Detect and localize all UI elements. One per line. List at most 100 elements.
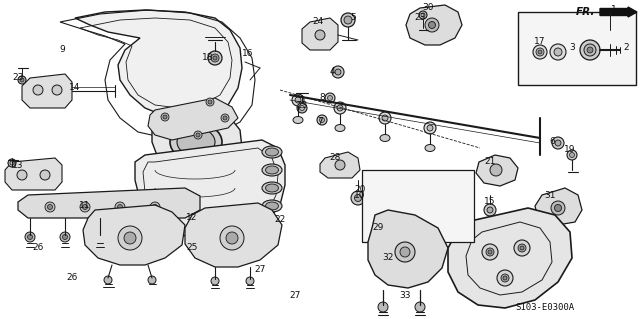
Text: 19: 19 [564, 145, 576, 154]
Bar [518, 12, 636, 85]
Circle shape [335, 160, 345, 170]
Circle shape [28, 234, 33, 240]
Circle shape [148, 276, 156, 284]
Polygon shape [75, 10, 242, 118]
Polygon shape [302, 18, 338, 50]
Text: 23: 23 [12, 73, 24, 83]
Circle shape [518, 244, 526, 252]
Circle shape [196, 133, 200, 137]
Text: 27: 27 [254, 265, 266, 275]
Circle shape [538, 50, 542, 54]
Circle shape [95, 232, 105, 242]
Circle shape [163, 115, 167, 119]
Circle shape [429, 21, 435, 28]
Text: 4: 4 [329, 68, 335, 77]
Text: FR.: FR. [575, 7, 595, 17]
Circle shape [520, 246, 524, 250]
Circle shape [482, 244, 498, 260]
Text: 17: 17 [534, 38, 546, 47]
Ellipse shape [266, 166, 278, 174]
Polygon shape [18, 188, 200, 218]
Polygon shape [185, 203, 282, 267]
Circle shape [8, 159, 16, 167]
Polygon shape [406, 5, 462, 45]
Circle shape [52, 85, 62, 95]
Circle shape [63, 234, 67, 240]
Text: 2: 2 [623, 43, 629, 53]
Circle shape [497, 270, 513, 286]
Text: 5: 5 [350, 13, 356, 23]
Text: 31: 31 [544, 190, 556, 199]
Circle shape [570, 152, 575, 158]
Circle shape [488, 250, 492, 254]
Ellipse shape [262, 146, 282, 158]
Circle shape [45, 202, 55, 212]
Polygon shape [448, 208, 572, 308]
Circle shape [584, 44, 596, 56]
Circle shape [550, 44, 566, 60]
Circle shape [317, 115, 327, 125]
Circle shape [382, 115, 388, 121]
Circle shape [161, 113, 169, 121]
Circle shape [20, 78, 24, 82]
Ellipse shape [293, 116, 303, 123]
Circle shape [246, 277, 254, 285]
Circle shape [115, 202, 125, 212]
Text: 20: 20 [355, 186, 365, 195]
Circle shape [150, 202, 160, 212]
Circle shape [208, 100, 212, 104]
Text: 6: 6 [549, 137, 555, 145]
Text: 25: 25 [186, 243, 198, 253]
Circle shape [490, 164, 502, 176]
Ellipse shape [425, 145, 435, 152]
Circle shape [208, 51, 222, 65]
Polygon shape [5, 158, 62, 190]
Text: 30: 30 [422, 4, 434, 12]
Text: 8: 8 [319, 93, 325, 102]
Text: 27: 27 [289, 291, 301, 300]
Circle shape [419, 11, 427, 19]
Circle shape [33, 85, 43, 95]
Text: 28: 28 [330, 153, 340, 162]
Circle shape [223, 116, 227, 120]
Circle shape [514, 240, 530, 256]
Circle shape [337, 105, 343, 111]
Circle shape [379, 112, 391, 124]
Text: S103-E0300A: S103-E0300A [516, 303, 575, 313]
Circle shape [567, 150, 577, 160]
Circle shape [319, 117, 324, 122]
Polygon shape [148, 98, 238, 140]
Text: 15: 15 [484, 197, 496, 206]
Circle shape [47, 204, 52, 210]
Text: 18: 18 [202, 54, 214, 63]
Text: 14: 14 [69, 84, 81, 93]
Circle shape [400, 247, 410, 257]
Circle shape [415, 302, 425, 312]
Circle shape [487, 207, 493, 213]
Circle shape [97, 234, 102, 240]
Circle shape [533, 45, 547, 59]
Circle shape [295, 97, 301, 103]
Circle shape [554, 48, 562, 56]
Circle shape [424, 122, 436, 134]
Ellipse shape [380, 135, 390, 142]
Circle shape [334, 102, 346, 114]
Text: 12: 12 [186, 213, 198, 222]
Circle shape [503, 276, 507, 280]
Polygon shape [152, 108, 242, 175]
Circle shape [18, 76, 26, 84]
Ellipse shape [177, 128, 215, 156]
Circle shape [40, 170, 50, 180]
Circle shape [315, 30, 325, 40]
Text: 26: 26 [67, 273, 77, 283]
Ellipse shape [170, 123, 222, 161]
Text: 13: 13 [12, 160, 24, 169]
Circle shape [395, 242, 415, 262]
Circle shape [536, 48, 544, 56]
Circle shape [427, 125, 433, 131]
Circle shape [344, 16, 352, 24]
Text: 24: 24 [312, 18, 324, 26]
Text: 29: 29 [372, 224, 384, 233]
Circle shape [211, 54, 219, 62]
Circle shape [501, 274, 509, 282]
